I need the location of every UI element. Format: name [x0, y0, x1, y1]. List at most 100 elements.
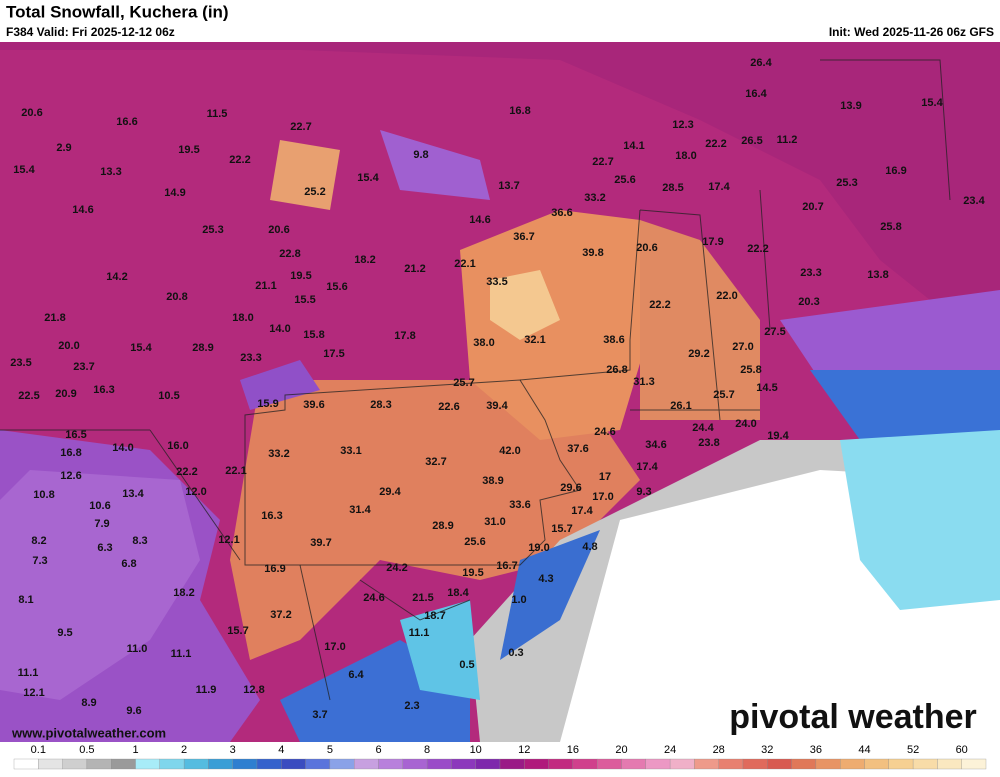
snowfall-value: 12.0 — [185, 486, 206, 498]
snowfall-value: 19.0 — [528, 542, 549, 554]
snowfall-value: 24.0 — [735, 418, 756, 430]
legend-swatch — [815, 758, 841, 770]
snowfall-value: 18.2 — [173, 587, 194, 599]
snowfall-value: 16.3 — [93, 384, 114, 396]
snowfall-value: 33.2 — [268, 448, 289, 460]
snowfall-value: 24.6 — [594, 426, 615, 438]
legend-tick-label: 24 — [664, 744, 676, 756]
snowfall-value: 38.0 — [473, 337, 494, 349]
snowfall-value: 8.1 — [18, 594, 33, 606]
legend-swatch — [378, 758, 403, 770]
snowfall-value: 8.3 — [132, 535, 147, 547]
legend-tick-label: 0.1 — [31, 744, 46, 756]
legend-swatch — [791, 758, 817, 770]
snowfall-value: 2.9 — [56, 142, 71, 154]
snowfall-value: 22.2 — [747, 243, 768, 255]
snowfall-value: 16.4 — [745, 88, 767, 100]
snowfall-value: 34.6 — [645, 439, 666, 451]
snowfall-value: 29.4 — [379, 486, 401, 498]
snowfall-value: 20.0 — [58, 340, 79, 352]
legend-tick-label: 16 — [567, 744, 579, 756]
legend-swatch — [524, 758, 549, 770]
snowfall-value: 13.9 — [840, 100, 861, 112]
snowfall-value: 19.4 — [767, 430, 789, 442]
legend-swatch — [548, 758, 574, 770]
snowfall-value: 12.8 — [243, 684, 264, 696]
snowfall-value: 17.8 — [394, 330, 415, 342]
snowfall-value: 11.1 — [171, 648, 192, 660]
snowfall-value: 14.6 — [469, 214, 490, 226]
snowfall-value: 24.2 — [386, 562, 407, 574]
snowfall-value: 20.3 — [798, 296, 819, 308]
snowfall-value: 17.9 — [702, 236, 723, 248]
snowfall-value: 19.5 — [178, 144, 199, 156]
legend-tick-label: 52 — [907, 744, 919, 756]
snowfall-value: 16.3 — [261, 510, 282, 522]
snowfall-value: 17.5 — [323, 348, 344, 360]
website: www.pivotalweather.com — [11, 725, 166, 740]
legend-swatch — [62, 758, 88, 770]
snowfall-value: 18.7 — [424, 610, 445, 622]
snowfall-value: 9.3 — [636, 486, 651, 498]
snowfall-value: 6.8 — [121, 558, 136, 570]
legend-swatch — [256, 758, 282, 770]
snowfall-value: 15.7 — [551, 523, 572, 535]
snowfall-value: 26.5 — [741, 135, 762, 147]
legend-swatch — [645, 758, 671, 770]
legend-tick-label: 12 — [518, 744, 530, 756]
snowfall-value: 17 — [599, 471, 611, 483]
snowfall-value: 3.7 — [312, 709, 327, 721]
snowfall-value: 14.9 — [164, 187, 185, 199]
snowfall-value: 16.6 — [116, 116, 137, 128]
snowfall-value: 29.2 — [688, 348, 709, 360]
legend-swatch — [499, 758, 525, 770]
snowfall-value: 33.2 — [584, 192, 605, 204]
snowfall-value: 19.5 — [290, 270, 311, 282]
snowfall-value: 17.0 — [324, 641, 345, 653]
snowfall-value: 27.5 — [764, 326, 785, 338]
legend-tick-label: 36 — [810, 744, 822, 756]
snowfall-value: 0.3 — [508, 647, 523, 659]
snowfall-value: 21.1 — [255, 280, 276, 292]
snowfall-value: 15.4 — [130, 342, 152, 354]
snowfall-value: 15.8 — [303, 329, 324, 341]
snowfall-value: 7.9 — [94, 518, 109, 530]
snowfall-value: 4.8 — [582, 541, 597, 553]
snowfall-value: 12.3 — [672, 119, 693, 131]
watermark: pivotal weather — [729, 698, 977, 736]
legend-tick-label: 4 — [278, 744, 284, 756]
snowfall-value: 24.4 — [692, 422, 714, 434]
snowfall-value: 14.6 — [72, 204, 93, 216]
legend-tick-label: 44 — [858, 744, 870, 756]
legend-tick-label: 3 — [230, 744, 236, 756]
snowfall-value: 39.8 — [582, 247, 603, 259]
snowfall-value: 22.0 — [716, 290, 737, 302]
snowfall-value: 23.7 — [73, 361, 94, 373]
snowfall-value: 20.6 — [636, 242, 657, 254]
snowfall-value: 28.9 — [432, 520, 453, 532]
legend: 0.1 0.5 1 2 3 4 5 6 8 10 12 16 20 24 28 32 36 44 52 60 — [13, 744, 987, 770]
snowfall-value: 23.8 — [698, 437, 719, 449]
snowfall-value: 19.5 — [462, 567, 483, 579]
snowfall-value: 8.2 — [31, 535, 46, 547]
snowfall-value: 14.0 — [269, 323, 290, 335]
snowfall-value: 14.2 — [106, 271, 127, 283]
snowfall-value: 22.2 — [705, 138, 726, 150]
legend-swatch — [767, 758, 792, 770]
legend-swatch — [718, 758, 744, 770]
snowfall-value: 20.7 — [802, 201, 823, 213]
snowfall-value: 20.8 — [166, 291, 187, 303]
snowfall-value: 2.3 — [404, 700, 419, 712]
snowfall-value: 22.2 — [649, 299, 670, 311]
snowfall-value: 18.4 — [447, 587, 469, 599]
snowfall-value: 14.5 — [756, 382, 777, 394]
legend-tick-label: 2 — [181, 744, 187, 756]
snowfall-value: 13.7 — [498, 180, 519, 192]
snowfall-value: 31.4 — [349, 504, 371, 516]
snowfall-value: 27.0 — [732, 341, 753, 353]
snowfall-value: 14.0 — [112, 442, 133, 454]
snowfall-value: 17.4 — [636, 461, 658, 473]
legend-tick-label: 5 — [327, 744, 333, 756]
snowfall-value: 21.5 — [412, 592, 433, 604]
